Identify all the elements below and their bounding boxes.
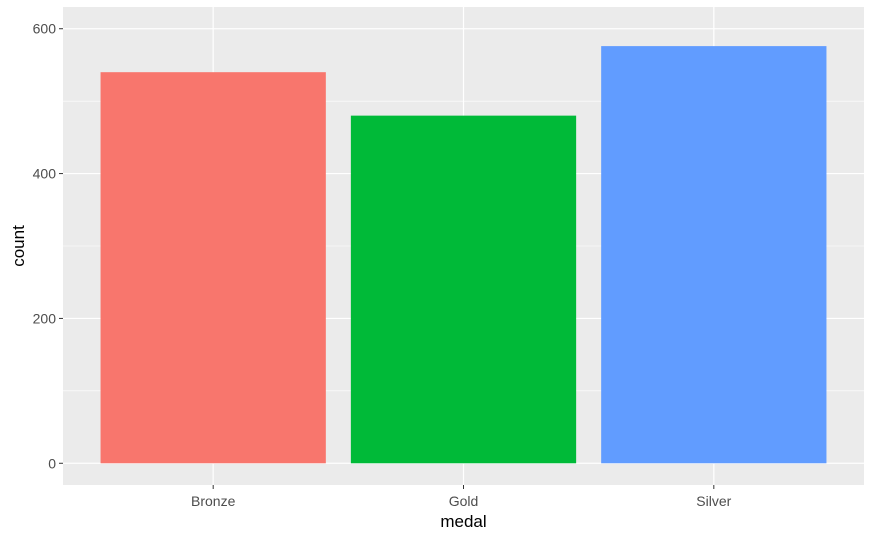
y-axis-title: count [9, 225, 28, 267]
y-tick-label: 0 [48, 455, 56, 471]
x-tick-label: Silver [696, 493, 731, 509]
x-tick-label: Gold [449, 493, 479, 509]
x-tick-label: Bronze [191, 493, 236, 509]
y-tick-label: 600 [33, 21, 57, 37]
y-axis: 0 200 400 600 [33, 21, 63, 471]
bar-silver [601, 46, 827, 464]
y-tick-label: 400 [33, 166, 57, 182]
x-axis-title: medal [440, 512, 486, 531]
x-axis: Bronze Gold Silver [191, 485, 732, 509]
y-tick-label: 200 [33, 310, 57, 326]
bars [100, 46, 827, 464]
bar-bronze [100, 72, 326, 464]
bar-gold [350, 115, 577, 464]
